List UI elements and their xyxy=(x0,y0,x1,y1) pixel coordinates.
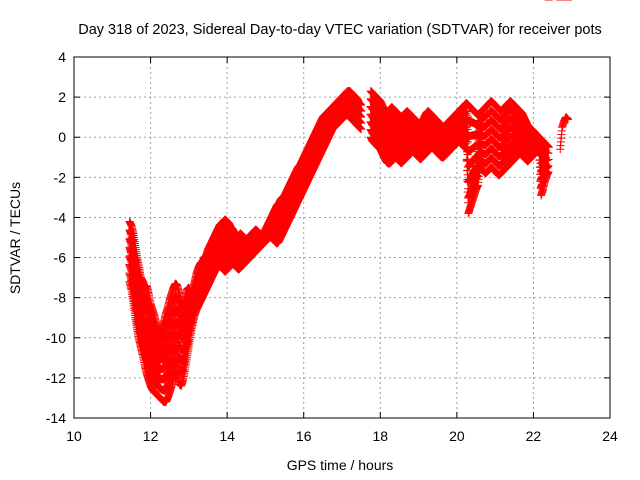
chart-title: Day 318 of 2023, Sidereal Day-to-day VTE… xyxy=(78,22,602,38)
grid-lines xyxy=(74,57,610,418)
data-points xyxy=(125,0,572,406)
